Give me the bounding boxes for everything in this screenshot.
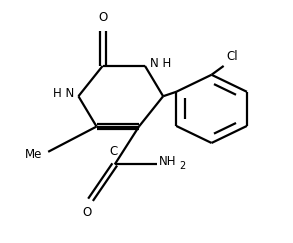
Text: O: O (83, 206, 92, 219)
Text: Cl: Cl (227, 50, 238, 63)
Text: NH: NH (159, 156, 176, 168)
Text: O: O (98, 11, 107, 24)
Text: 2: 2 (179, 161, 185, 171)
Text: N H: N H (149, 57, 171, 70)
Text: C: C (109, 145, 117, 158)
Text: Me: Me (25, 148, 42, 161)
Text: H N: H N (53, 87, 74, 100)
